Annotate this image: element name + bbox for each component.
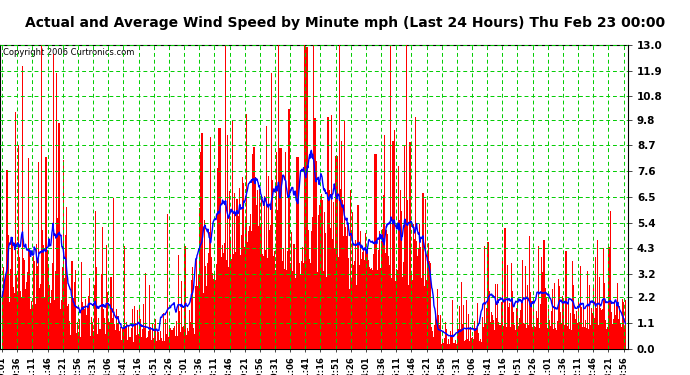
- Text: Copyright 2006 Curtronics.com: Copyright 2006 Curtronics.com: [3, 48, 135, 57]
- Text: Actual and Average Wind Speed by Minute mph (Last 24 Hours) Thu Feb 23 00:00: Actual and Average Wind Speed by Minute …: [25, 15, 665, 30]
